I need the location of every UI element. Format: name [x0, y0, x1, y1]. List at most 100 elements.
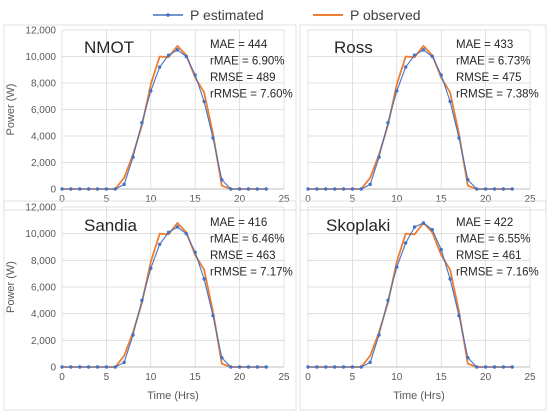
x-tick-label: 0: [59, 194, 65, 205]
series-estimated-point: [229, 365, 233, 369]
series-estimated-point: [149, 266, 153, 271]
series-estimated-point: [220, 178, 224, 182]
series-estimated-point: [175, 48, 180, 52]
series-estimated-point: [211, 136, 215, 140]
series-estimated-point: [255, 365, 260, 369]
panel-border: [3, 24, 297, 211]
series-estimated-point: [166, 230, 171, 235]
series-estimated-point: [395, 265, 399, 269]
metric-label: rMAE = 6.55%: [456, 234, 530, 246]
series-estimated-point: [492, 187, 497, 191]
series-estimated-point: [332, 365, 337, 369]
series-estimated-point: [104, 365, 109, 369]
series-estimated-point: [264, 187, 268, 191]
series-estimated-point: [315, 187, 319, 191]
series-estimated-point: [501, 187, 506, 191]
series-estimated-point: [510, 365, 514, 369]
x-tick-label: 25: [278, 372, 290, 383]
series-estimated-line: [62, 49, 267, 190]
series-estimated-point: [412, 225, 417, 229]
y-tick-label: 2,000: [31, 336, 56, 347]
metric-label: MAE = 416: [210, 217, 267, 229]
series-estimated-point: [377, 155, 381, 159]
x-tick-label: 15: [190, 372, 202, 383]
series-estimated-point: [368, 360, 372, 365]
series-estimated-point: [412, 53, 417, 57]
series-estimated-point: [430, 54, 435, 59]
metric-label: rMAE = 6.73%: [456, 56, 530, 68]
series-estimated-point: [368, 182, 372, 187]
series-estimated-point: [350, 365, 355, 369]
metric-label: rRMSE = 7.38%: [456, 89, 539, 101]
x-tick-label: 25: [278, 194, 290, 205]
metric-label: MAE = 444: [210, 39, 268, 51]
series-estimated-point: [149, 89, 153, 93]
series-estimated-point: [466, 178, 470, 182]
legend-observed-label: P observed: [350, 7, 421, 23]
panel-title: Sandia: [84, 216, 137, 235]
series-estimated-point: [78, 365, 82, 369]
legend: P estimated P observed: [153, 7, 421, 23]
series-estimated-point: [395, 89, 399, 93]
series-estimated-point: [439, 247, 443, 252]
series-estimated-point: [306, 187, 310, 191]
x-tick-label: 0: [305, 372, 311, 383]
series-estimated-line: [308, 49, 513, 190]
x-tick-label: 20: [234, 372, 246, 383]
series-estimated-point: [193, 250, 197, 255]
series-estimated-point: [448, 277, 452, 281]
series-estimated-point: [350, 187, 355, 191]
series-estimated-point: [315, 365, 319, 369]
series-estimated-point: [193, 73, 197, 77]
x-tick-label: 15: [436, 372, 448, 383]
y-tick-label: 6,000: [31, 105, 56, 116]
panel-border: [299, 24, 547, 211]
series-estimated-point: [131, 333, 135, 337]
series-estimated-point: [202, 99, 206, 104]
series-estimated-point: [220, 355, 224, 360]
metric-label: rMAE = 6.90%: [210, 56, 284, 68]
series-estimated-point: [341, 365, 346, 369]
y-axis-title: Power (W): [5, 84, 17, 136]
series-estimated-point: [492, 365, 497, 369]
series-estimated-point: [439, 73, 443, 77]
panel-title: NMOT: [84, 38, 134, 57]
y-tick-label: 12,000: [25, 203, 56, 214]
y-tick-label: 4,000: [31, 132, 56, 143]
x-tick-label: 15: [436, 194, 448, 205]
series-estimated-point: [403, 65, 408, 69]
y-axis-title: Power (W): [5, 261, 17, 313]
x-tick-label: 10: [145, 194, 157, 205]
series-estimated-point: [237, 365, 242, 369]
y-tick-label: 8,000: [31, 256, 56, 267]
series-estimated-point: [69, 187, 73, 191]
metric-label: MAE = 433: [456, 39, 513, 51]
series-estimated-point: [324, 365, 328, 369]
series-estimated-point: [430, 227, 435, 232]
series-estimated-point: [104, 187, 109, 191]
y-tick-label: 8,000: [31, 79, 56, 90]
x-tick-label: 20: [480, 194, 492, 205]
series-estimated-point: [122, 360, 126, 365]
x-tick-label: 5: [104, 194, 110, 205]
series-estimated-point: [403, 241, 408, 245]
panel-skoplaki: 0 5 10 15 20 25 Time (Hrs) Skoplaki MAE = 422 rMA…: [299, 200, 547, 411]
series-estimated-point: [457, 313, 461, 318]
y-tick-label: 4,000: [31, 309, 56, 320]
y-tick-label: 0: [50, 185, 56, 196]
series-estimated-point: [359, 187, 363, 191]
metric-label: RMSE = 463: [210, 250, 276, 262]
series-estimated-point: [113, 365, 117, 369]
series-estimated-point: [483, 365, 488, 369]
x-axis-title: Time (Hrs): [147, 390, 199, 402]
series-estimated-point: [157, 242, 162, 247]
x-tick-label: 25: [524, 372, 536, 383]
series-estimated-point: [60, 365, 64, 369]
series-estimated-point: [78, 187, 82, 191]
series-estimated-point: [483, 187, 488, 191]
series-estimated-point: [86, 187, 91, 191]
series-estimated-point: [510, 187, 514, 191]
